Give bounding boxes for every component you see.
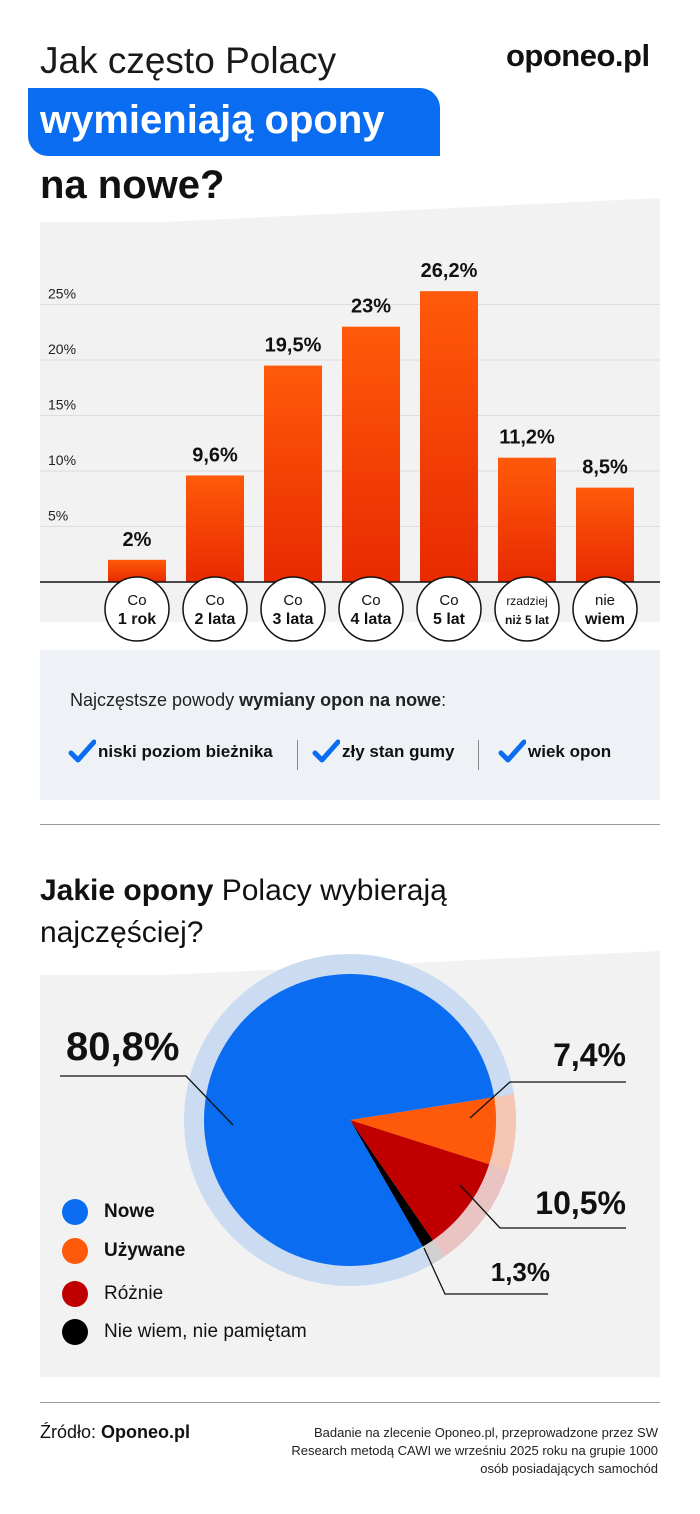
pie-slice: [350, 1097, 496, 1165]
page-title-line2: wymieniają opony: [40, 98, 385, 142]
y-tick-label: 10%: [48, 452, 76, 468]
legend-swatch-dont-know: [62, 1319, 88, 1345]
pie-slice: [350, 1120, 433, 1247]
pie-callout-line: [423, 1247, 548, 1295]
reason-divider: [478, 740, 479, 770]
survey-note: Badanie na zlecenie Oponeo.pl, przeprowa…: [291, 1425, 658, 1476]
bar: [186, 475, 244, 582]
bar: [342, 326, 400, 582]
category-badge: [182, 576, 248, 642]
pie-callout-line: [459, 1184, 626, 1229]
legend-swatch-various: [62, 1281, 88, 1307]
footer-divider: [40, 1402, 660, 1403]
title-highlight-box: [28, 88, 440, 156]
category-label-line1: Co: [127, 592, 146, 609]
category-label-line1: Co: [283, 592, 302, 609]
legend-item: Nowe: [62, 1199, 155, 1225]
legend-item: Różnie: [62, 1281, 163, 1307]
pie-callout-line: [60, 1075, 234, 1126]
category-label-line2: 2 lata: [195, 611, 236, 628]
reasons-title: Najczęstsze powody wymiany opon na nowe:: [70, 690, 446, 711]
pie-chart: 80,8% 7,4% 10,5% 1,3%: [60, 954, 626, 1295]
legend-item: Używane: [62, 1238, 185, 1264]
category-label-line2: 1 rok: [118, 611, 156, 628]
category-label-line1: nie: [595, 592, 615, 609]
category-badge: [338, 576, 404, 642]
legend-swatch-new: [62, 1199, 88, 1225]
bar-value-label: 2%: [123, 529, 152, 551]
bar-chart: 5% 10% 15% 20% 25% 2% 9,6% 19,5% 23% 26,2% 11,2% 8…: [40, 260, 660, 642]
category-badge: [104, 576, 170, 642]
reasons-panel: [40, 650, 660, 800]
page-title-line3: na nowe?: [40, 163, 225, 207]
y-tick-label: 25%: [48, 286, 76, 302]
reason-label: niski poziom bieżnika: [98, 742, 273, 761]
bar-value-label: 9,6%: [192, 444, 238, 466]
reason-item: niski poziom bieżnika: [68, 738, 273, 766]
bar-value-label: 19,5%: [265, 335, 322, 357]
checkmark-icon: [68, 739, 96, 763]
bar-value-label: 26,2%: [421, 260, 478, 282]
category-label-line2: niż 5 lat: [505, 613, 549, 627]
pie-title-rest: Polacy wybierają najczęściej?: [40, 874, 447, 949]
pie-value-label: 1,3%: [491, 1257, 550, 1287]
category-label-line1: Co: [439, 592, 458, 609]
legend-swatch-used: [62, 1238, 88, 1264]
reasons-title-prefix: Najczęstsze powody: [70, 690, 240, 710]
reason-divider: [297, 740, 298, 770]
category-label-line2: 4 lata: [351, 611, 392, 628]
category-label-line2: 5 lat: [433, 611, 466, 628]
checkmark-icon: [312, 739, 340, 763]
y-tick-label: 5%: [48, 508, 68, 524]
pie-slice: [350, 1120, 490, 1241]
brand-logo: oponeo.pl: [506, 38, 650, 73]
category-label-line1: Co: [361, 592, 380, 609]
source-name: Oponeo.pl: [101, 1422, 191, 1442]
category-badge: [416, 576, 482, 642]
y-tick-label: 15%: [48, 397, 76, 413]
legend-label: Nowe: [104, 1201, 155, 1222]
pie-callout-line: [469, 1081, 626, 1119]
category-badge: [572, 576, 638, 642]
category-badge: [494, 576, 560, 642]
reason-item: wiek opon: [498, 738, 611, 766]
legend-item: Nie wiem, nie pamiętam: [62, 1319, 307, 1345]
category-label-line2: 3 lata: [273, 611, 314, 628]
pie-slice: [203, 973, 495, 1266]
category-label-line1: Co: [205, 592, 224, 609]
bar-chart-bg-slant: [40, 198, 660, 228]
legend-label: Różnie: [104, 1283, 164, 1304]
reason-label: wiek opon: [528, 742, 612, 761]
bar: [498, 457, 556, 582]
checkmark-icon: [498, 739, 526, 763]
reason-item: zły stan gumy: [312, 738, 454, 766]
bar-value-label: 23%: [351, 296, 391, 318]
pie-value-label: 80,8%: [66, 1025, 179, 1069]
bar-value-label: 11,2%: [499, 427, 555, 449]
bar: [420, 291, 478, 582]
legend-label: Nie wiem, nie pamiętam: [104, 1321, 307, 1342]
bar: [576, 487, 634, 582]
reason-label: zły stan gumy: [342, 742, 455, 761]
pie-value-label: 10,5%: [535, 1185, 626, 1221]
category-badge: [260, 576, 326, 642]
bar: [264, 365, 322, 582]
reasons-title-suffix: :: [441, 690, 447, 710]
source-credit: Źródło: Oponeo.pl: [40, 1422, 190, 1443]
section-divider: [40, 824, 660, 825]
category-label-line1: rzadziej: [506, 594, 547, 608]
source-prefix: Źródło:: [40, 1422, 102, 1442]
reasons-title-bold: wymiany opon na nowe: [239, 690, 442, 710]
page-title-line1: Jak często Polacy: [40, 40, 337, 81]
y-tick-label: 20%: [48, 341, 76, 357]
pie-section-title: Jakie opony Polacy wybierają najczęściej…: [40, 870, 600, 954]
bar: [108, 559, 166, 582]
category-label-line2: wiem: [584, 611, 625, 628]
bar-value-label: 8,5%: [582, 457, 628, 479]
pie-title-bold: Jakie opony: [40, 874, 214, 907]
pie-value-label: 7,4%: [553, 1037, 626, 1073]
legend-label: Używane: [104, 1240, 186, 1261]
